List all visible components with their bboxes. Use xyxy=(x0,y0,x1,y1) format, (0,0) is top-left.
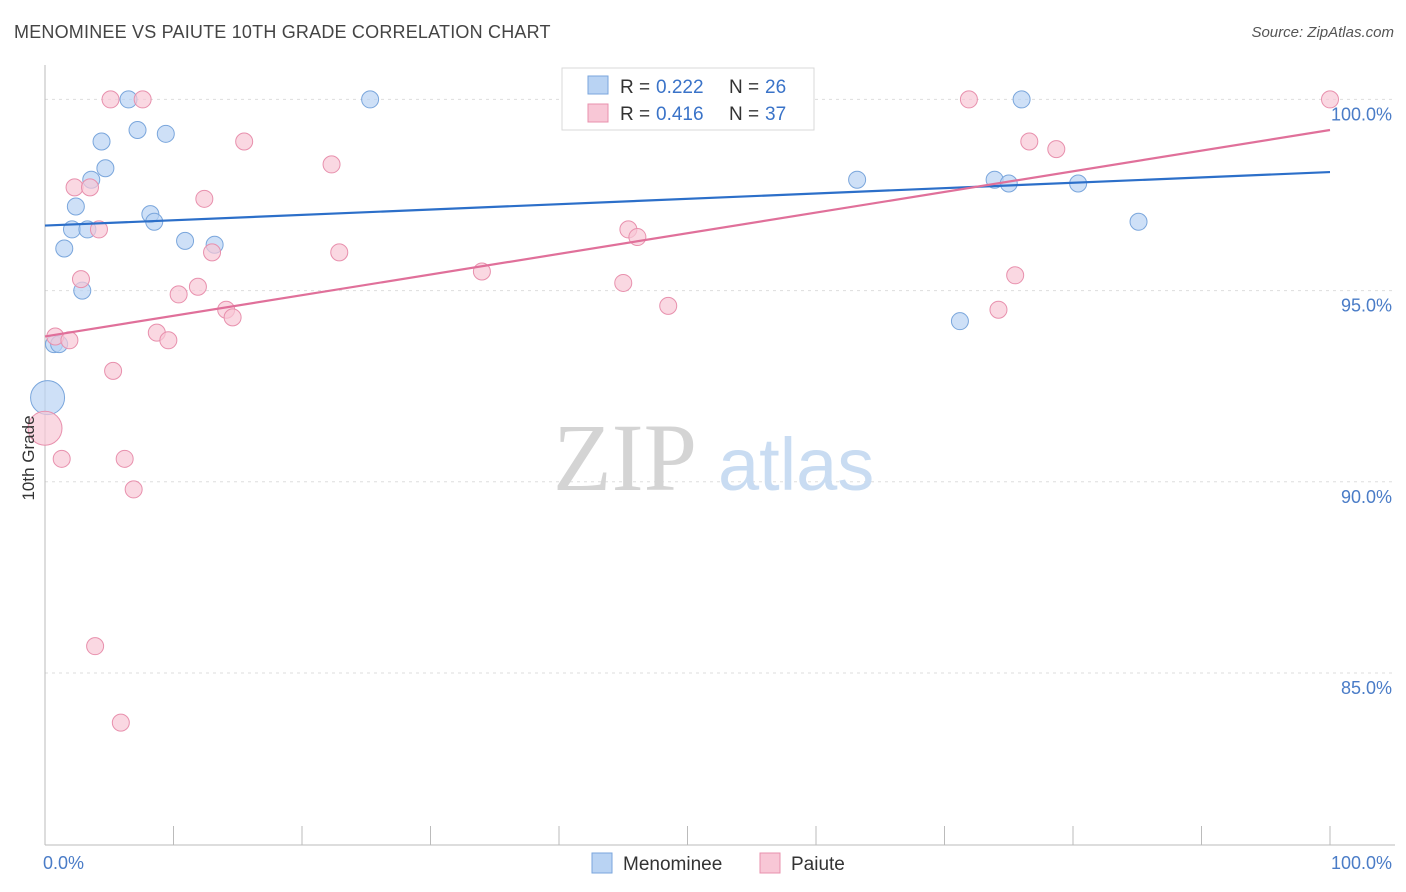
series-menominee xyxy=(30,90,1148,416)
paiute-point-7 xyxy=(86,637,105,656)
paiute-point-16 xyxy=(159,331,178,350)
trend-lines xyxy=(44,128,1331,338)
bottom-legend-label-paiute: Paiute xyxy=(791,854,845,875)
y-axis-label: 10th Grade xyxy=(19,415,38,500)
menominee-point-18 xyxy=(361,90,380,109)
x-tick-label-0: 0.0% xyxy=(43,853,84,873)
menominee-point-25 xyxy=(1129,212,1148,231)
paiute-point-31 xyxy=(959,90,978,109)
chart-title: MENOMINEE VS PAIUTE 10TH GRADE CORRELATI… xyxy=(14,22,551,42)
legend-r-value-menominee: 0.222 xyxy=(656,77,704,98)
menominee-point-20 xyxy=(950,312,969,331)
watermark-zip: ZIP xyxy=(553,404,697,511)
legend-n-label-menominee: N = xyxy=(729,77,759,98)
menominee-point-16 xyxy=(176,231,195,250)
y-tick-label-3: 100.0% xyxy=(1331,104,1392,124)
y-tick-label-1: 90.0% xyxy=(1341,487,1392,507)
menominee-point-23 xyxy=(1012,90,1031,109)
tick-labels: 85.0% 90.0% 95.0% 100.0% 0.0% 100.0% xyxy=(43,104,1392,873)
paiute-point-13 xyxy=(124,480,143,499)
source-label: Source: ZipAtlas.com xyxy=(1251,24,1394,41)
paiute-point-18 xyxy=(188,277,207,296)
paiute-point-11 xyxy=(111,713,130,732)
axes xyxy=(44,65,1395,846)
legend-r-label-menominee: R = xyxy=(620,77,650,98)
paiute-point-6 xyxy=(80,178,99,197)
legend-swatch-paiute xyxy=(587,103,609,123)
menominee-trend-line xyxy=(44,170,1331,227)
paiute-point-27 xyxy=(614,273,633,292)
paiute-point-12 xyxy=(115,449,134,468)
legend-r-label-paiute: R = xyxy=(620,104,650,125)
paiute-point-23 xyxy=(235,132,254,151)
legend-box: R = 0.222 N = 26 R = 0.416 N = 37 xyxy=(561,67,815,131)
legend-swatch-menominee xyxy=(587,75,609,95)
menominee-point-9 xyxy=(92,132,111,151)
paiute-point-14 xyxy=(133,90,152,109)
bottom-legend: Menominee Paiute xyxy=(591,852,845,875)
paiute-point-9 xyxy=(101,90,120,109)
paiute-point-2 xyxy=(52,449,71,468)
menominee-point-12 xyxy=(128,121,147,139)
paiute-point-30 xyxy=(659,296,678,315)
paiute-point-20 xyxy=(203,243,222,262)
bottom-legend-swatch-paiute xyxy=(759,852,781,874)
legend-n-value-paiute: 37 xyxy=(765,104,786,125)
grid-lines xyxy=(45,98,1395,674)
menominee-point-15 xyxy=(156,124,175,143)
menominee-point-0 xyxy=(30,380,66,416)
menominee-point-5 xyxy=(66,197,85,216)
menominee-point-19 xyxy=(848,170,867,189)
watermark-atlas: atlas xyxy=(718,423,874,506)
y-tick-label-0: 85.0% xyxy=(1341,678,1392,698)
paiute-point-34 xyxy=(1020,132,1039,151)
paiute-point-33 xyxy=(1006,266,1025,285)
paiute-point-24 xyxy=(322,155,341,174)
paiute-point-10 xyxy=(104,361,123,380)
y-tick-label-2: 95.0% xyxy=(1341,296,1392,316)
paiute-point-17 xyxy=(169,285,188,304)
bottom-legend-swatch-menominee xyxy=(591,852,613,874)
paiute-point-35 xyxy=(1047,140,1066,159)
paiute-point-8 xyxy=(89,220,108,239)
paiute-point-19 xyxy=(195,189,214,208)
paiute-point-25 xyxy=(330,243,349,262)
paiute-point-36 xyxy=(1321,90,1339,109)
watermark: ZIP atlas xyxy=(553,404,874,511)
series-paiute xyxy=(27,90,1339,732)
legend-n-value-menominee: 26 xyxy=(765,77,786,98)
menominee-point-3 xyxy=(55,239,74,258)
paiute-point-5 xyxy=(71,270,90,289)
bottom-legend-label-menominee: Menominee xyxy=(623,854,722,875)
paiute-point-32 xyxy=(989,300,1008,319)
x-tick-label-1: 100.0% xyxy=(1331,853,1392,873)
legend-r-value-paiute: 0.416 xyxy=(656,104,704,125)
legend-n-label-paiute: N = xyxy=(729,104,759,125)
menominee-point-10 xyxy=(96,159,115,178)
paiute-point-22 xyxy=(223,308,242,327)
paiute-point-0 xyxy=(27,410,63,446)
paiute-point-4 xyxy=(65,178,84,197)
paiute-trend-line xyxy=(44,128,1331,338)
